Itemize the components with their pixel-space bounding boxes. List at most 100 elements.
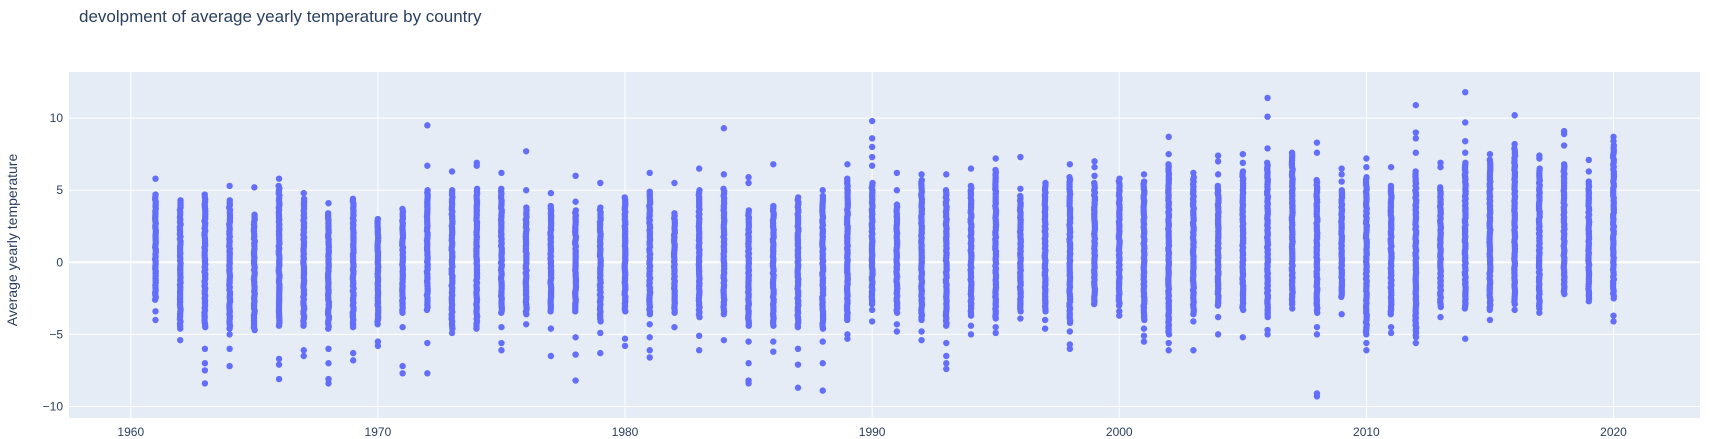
data-point (992, 329, 999, 337)
data-point (597, 179, 604, 187)
y-tick-label: 5 (56, 183, 63, 197)
data-point (498, 323, 505, 331)
data-point (943, 171, 950, 178)
data-point (1264, 113, 1271, 120)
data-point (300, 189, 307, 197)
data-point (448, 329, 456, 337)
data-point (1536, 165, 1543, 172)
data-point (275, 375, 283, 383)
data-point (572, 334, 579, 341)
data-point (1437, 313, 1444, 321)
data-point (1338, 165, 1345, 172)
data-point (646, 347, 653, 354)
data-point (325, 380, 332, 387)
data-point (201, 367, 209, 374)
data-point (967, 322, 975, 329)
data-point (226, 362, 233, 370)
data-point (177, 336, 184, 344)
data-point (1412, 101, 1420, 109)
data-point (1560, 127, 1568, 135)
data-point (695, 347, 703, 354)
data-point (745, 338, 752, 345)
data-point (1412, 168, 1419, 175)
data-point (1486, 156, 1493, 164)
data-point (1165, 339, 1172, 347)
data-point (671, 179, 678, 187)
data-point (646, 188, 653, 195)
data-point (621, 194, 628, 201)
data-point (844, 175, 851, 182)
data-point (522, 321, 530, 328)
data-point (745, 380, 752, 387)
data-point (1066, 174, 1073, 181)
data-point (1041, 325, 1049, 332)
data-point (498, 347, 505, 354)
data-point (1165, 161, 1172, 168)
data-point (1462, 149, 1469, 156)
data-point (152, 175, 159, 182)
data-point (992, 166, 999, 174)
data-point (1560, 161, 1568, 168)
data-point (1462, 138, 1469, 145)
data-point (720, 125, 728, 132)
data-point (1190, 318, 1197, 325)
data-point (1091, 172, 1098, 179)
data-point (893, 187, 901, 194)
data-point (1165, 347, 1172, 354)
y-tick-label: 0 (56, 255, 63, 269)
data-point (1486, 316, 1494, 324)
data-point (597, 349, 604, 357)
data-point (1412, 135, 1420, 142)
data-point (1585, 298, 1593, 305)
data-point (448, 187, 456, 194)
data-point (819, 387, 826, 394)
data-point (918, 328, 925, 335)
data-point (1511, 306, 1518, 314)
data-point (152, 191, 159, 198)
data-point (819, 192, 827, 200)
data-point (324, 210, 332, 217)
data-point (201, 380, 209, 387)
data-point (745, 179, 752, 187)
data-point (745, 207, 753, 214)
data-point (1091, 179, 1098, 187)
data-point (942, 187, 950, 194)
data-point (893, 201, 901, 208)
data-point (1585, 156, 1593, 164)
data-point (597, 329, 604, 337)
y-axis-title: Average yearly temperature (4, 154, 20, 327)
data-point (621, 342, 629, 350)
data-point (424, 162, 431, 169)
data-point (1165, 150, 1172, 158)
data-point (621, 335, 629, 342)
data-point (1017, 192, 1024, 200)
data-point (572, 207, 580, 214)
data-point (794, 345, 802, 352)
data-point (201, 345, 209, 352)
y-tick-label: −5 (49, 327, 63, 341)
data-point (1363, 155, 1370, 162)
data-point (498, 339, 505, 347)
data-point (844, 161, 851, 168)
data-point (1289, 305, 1296, 312)
data-point (374, 215, 382, 223)
data-point (1313, 331, 1321, 338)
data-point (893, 169, 901, 177)
data-point (671, 323, 678, 331)
data-point (275, 182, 282, 190)
data-point (1066, 345, 1074, 352)
data-point (1190, 347, 1197, 354)
data-point (300, 352, 307, 360)
data-point (1387, 323, 1395, 331)
data-point (1363, 339, 1370, 347)
data-point (1536, 309, 1543, 316)
data-point (251, 211, 258, 218)
data-point (794, 384, 802, 391)
data-point (275, 355, 283, 363)
x-tick-label: 2000 (1106, 425, 1133, 439)
data-point (1610, 133, 1617, 141)
data-point (152, 316, 159, 324)
data-point (349, 357, 357, 364)
data-point (1363, 163, 1370, 171)
data-point (1042, 179, 1049, 187)
